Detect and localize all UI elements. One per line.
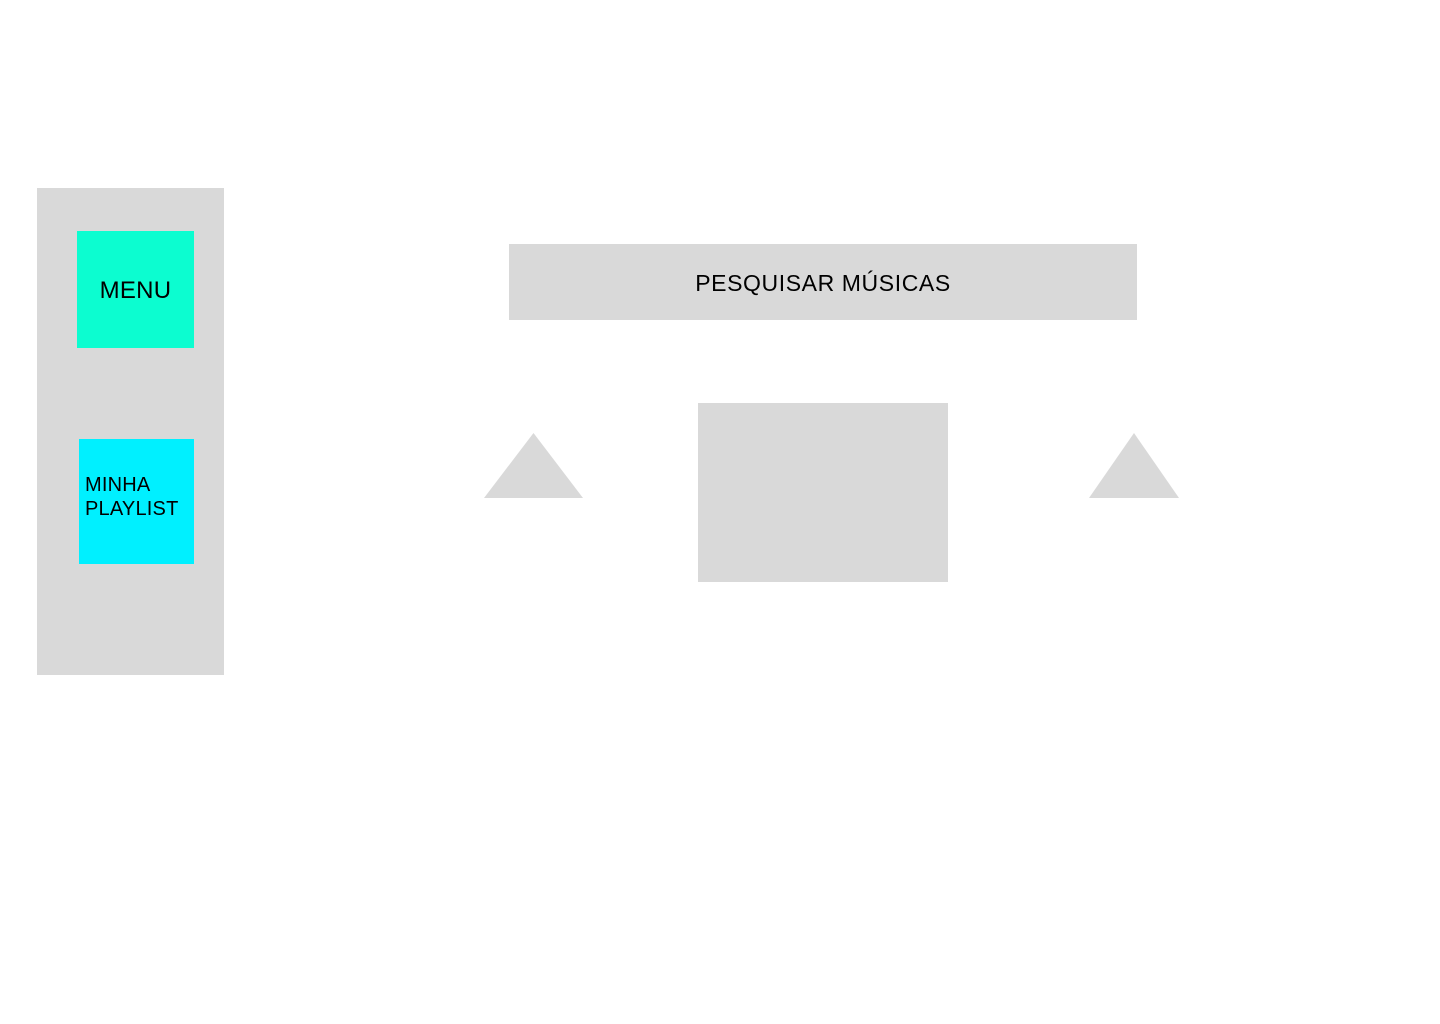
my-playlist-button-label: MINHA PLAYLIST (85, 474, 179, 520)
menu-button[interactable]: MENU (77, 231, 194, 348)
search-music-label: PESQUISAR MÚSICAS (695, 269, 951, 296)
next-arrow-icon[interactable] (1089, 433, 1179, 498)
search-music-bar[interactable]: PESQUISAR MÚSICAS (509, 244, 1137, 320)
album-cover-placeholder (698, 403, 948, 582)
my-playlist-button[interactable]: MINHA PLAYLIST (79, 439, 194, 564)
menu-button-label: MENU (99, 276, 172, 304)
triangle-up-icon (1089, 433, 1179, 498)
sidebar: MENU MINHA PLAYLIST (37, 188, 224, 675)
previous-arrow-icon[interactable] (484, 433, 583, 498)
triangle-up-icon (484, 433, 583, 498)
